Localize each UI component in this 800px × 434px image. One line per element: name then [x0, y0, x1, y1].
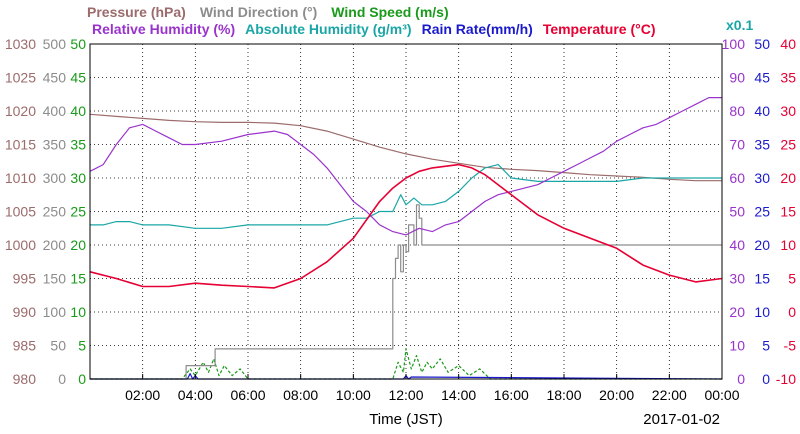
x-tick-label: 22:00: [652, 387, 687, 403]
relative-humidity-tick-label: 70: [729, 137, 745, 153]
relative-humidity-tick-label: 0: [737, 371, 745, 387]
temperature-tick-label: 10: [780, 237, 796, 253]
wind-direction-tick-label: 450: [43, 70, 67, 86]
wind-direction-tick-label: 400: [43, 103, 67, 119]
series-line-absolute-humidity: [90, 164, 722, 229]
relative-humidity-tick-label: 30: [729, 271, 745, 287]
rain-rate-tick-label: 0: [762, 371, 770, 387]
pressure-tick-label: 1025: [5, 70, 36, 86]
wind-speed-tick-label: 40: [70, 103, 86, 119]
pressure-tick-label: 985: [13, 338, 37, 354]
rain-rate-tick-label: 20: [754, 237, 770, 253]
wind-direction-tick-label: 150: [43, 271, 67, 287]
wind-direction-tick-label: 100: [43, 304, 67, 320]
date-label: 2017-01-02: [643, 411, 720, 428]
temperature-tick-label: -10: [776, 371, 796, 387]
pressure-tick-label: 1010: [5, 170, 36, 186]
legend-entry: Wind Speed (m/s): [331, 4, 448, 20]
relative-humidity-tick-label: 80: [729, 103, 745, 119]
relative-humidity-tick-label: 90: [729, 70, 745, 86]
series-group: [89, 97, 723, 380]
x-axis-title: Time (JST): [369, 411, 443, 428]
relative-humidity-tick-label: 100: [722, 36, 746, 52]
relative-humidity-tick-label: 60: [729, 170, 745, 186]
pressure-tick-label: 1030: [5, 36, 36, 52]
legend-entry: Rain Rate(mm/h): [422, 21, 533, 37]
rain-rate-tick-label: 35: [754, 137, 770, 153]
wind-speed-tick-label: 5: [78, 338, 86, 354]
wind-speed-tick-label: 10: [70, 304, 86, 320]
series-line-temperature: [89, 163, 723, 289]
wind-direction-tick-label: 500: [43, 36, 67, 52]
temperature-tick-label: -5: [784, 338, 797, 354]
wind-speed-tick-label: 20: [70, 237, 86, 253]
pressure-tick-label: 1020: [5, 103, 36, 119]
rain-rate-tick-label: 15: [754, 271, 770, 287]
wind-speed-tick-label: 25: [70, 204, 86, 220]
axes: 1030102510201015101010051000995990985980…: [5, 36, 796, 403]
legend-entry: Temperature (°C): [543, 21, 656, 37]
x-tick-label: 12:00: [388, 387, 423, 403]
wind-speed-tick-label: 35: [70, 137, 86, 153]
pressure-tick-label: 1005: [5, 204, 36, 220]
legend-entry: Pressure (hPa): [87, 4, 186, 20]
wind-speed-tick-label: 45: [70, 70, 86, 86]
pressure-tick-label: 1000: [5, 237, 36, 253]
x-tick-label: 16:00: [494, 387, 529, 403]
series-line-wind-speed: [90, 348, 722, 380]
wind-direction-tick-label: 0: [58, 371, 66, 387]
rain-rate-tick-label: 45: [754, 70, 770, 86]
rain-rate-tick-label: 5: [762, 338, 770, 354]
x-tick-label: 02:00: [125, 387, 160, 403]
wind-direction-tick-label: 300: [43, 170, 67, 186]
temperature-tick-label: 20: [780, 170, 796, 186]
x-tick-label: 14:00: [441, 387, 476, 403]
relative-humidity-tick-label: 20: [729, 304, 745, 320]
wind-speed-tick-label: 15: [70, 271, 86, 287]
temperature-tick-label: 5: [788, 271, 796, 287]
rain-rate-tick-label: 10: [754, 304, 770, 320]
temperature-tick-label: 35: [780, 70, 796, 86]
wind-speed-tick-label: 30: [70, 170, 86, 186]
legend: Pressure (hPa) Wind Direction (°) Wind Spe…: [87, 4, 753, 37]
pressure-tick-label: 990: [13, 304, 37, 320]
x-tick-label: 06:00: [230, 387, 265, 403]
rain-rate-tick-label: 40: [754, 103, 770, 119]
relative-humidity-tick-label: 10: [729, 338, 745, 354]
wind-direction-tick-label: 250: [43, 204, 67, 220]
x-tick-label: 18:00: [546, 387, 581, 403]
pressure-tick-label: 1015: [5, 137, 36, 153]
rain-rate-tick-label: 50: [754, 36, 770, 52]
rain-rate-tick-label: 30: [754, 170, 770, 186]
x-tick-label: 20:00: [599, 387, 634, 403]
wind-speed-tick-label: 0: [78, 371, 86, 387]
temperature-tick-label: 25: [780, 137, 796, 153]
wind-direction-tick-label: 50: [50, 338, 66, 354]
wind-direction-tick-label: 350: [43, 137, 67, 153]
x-tick-label: 08:00: [283, 387, 318, 403]
x-tick-label: 04:00: [178, 387, 213, 403]
x-tick-label: 10:00: [336, 387, 371, 403]
temperature-tick-label: 0: [788, 304, 796, 320]
temperature-tick-label: 30: [780, 103, 796, 119]
legend-entry: Wind Direction (°): [200, 4, 317, 20]
legend-entry: Relative Humidity (%): [92, 21, 235, 37]
wind-speed-tick-label: 50: [70, 36, 86, 52]
relative-humidity-tick-label: 50: [729, 204, 745, 220]
relative-humidity-tick-label: 40: [729, 237, 745, 253]
series-line-wind-direction: [90, 204, 722, 380]
x-tick-label: 00:00: [704, 387, 739, 403]
pressure-tick-label: 995: [13, 271, 37, 287]
wind-direction-tick-label: 200: [43, 237, 67, 253]
temperature-tick-label: 15: [780, 204, 796, 220]
legend-entry: Absolute Humidity (g/m³): [245, 21, 411, 37]
grid: [90, 44, 722, 379]
series-line-pressure: [89, 113, 722, 182]
pressure-tick-label: 980: [13, 371, 37, 387]
temperature-tick-label: 40: [780, 36, 796, 52]
series-line-relative-humidity: [89, 97, 722, 236]
scale-note: x0.1: [726, 17, 753, 33]
rain-rate-tick-label: 25: [754, 204, 770, 220]
